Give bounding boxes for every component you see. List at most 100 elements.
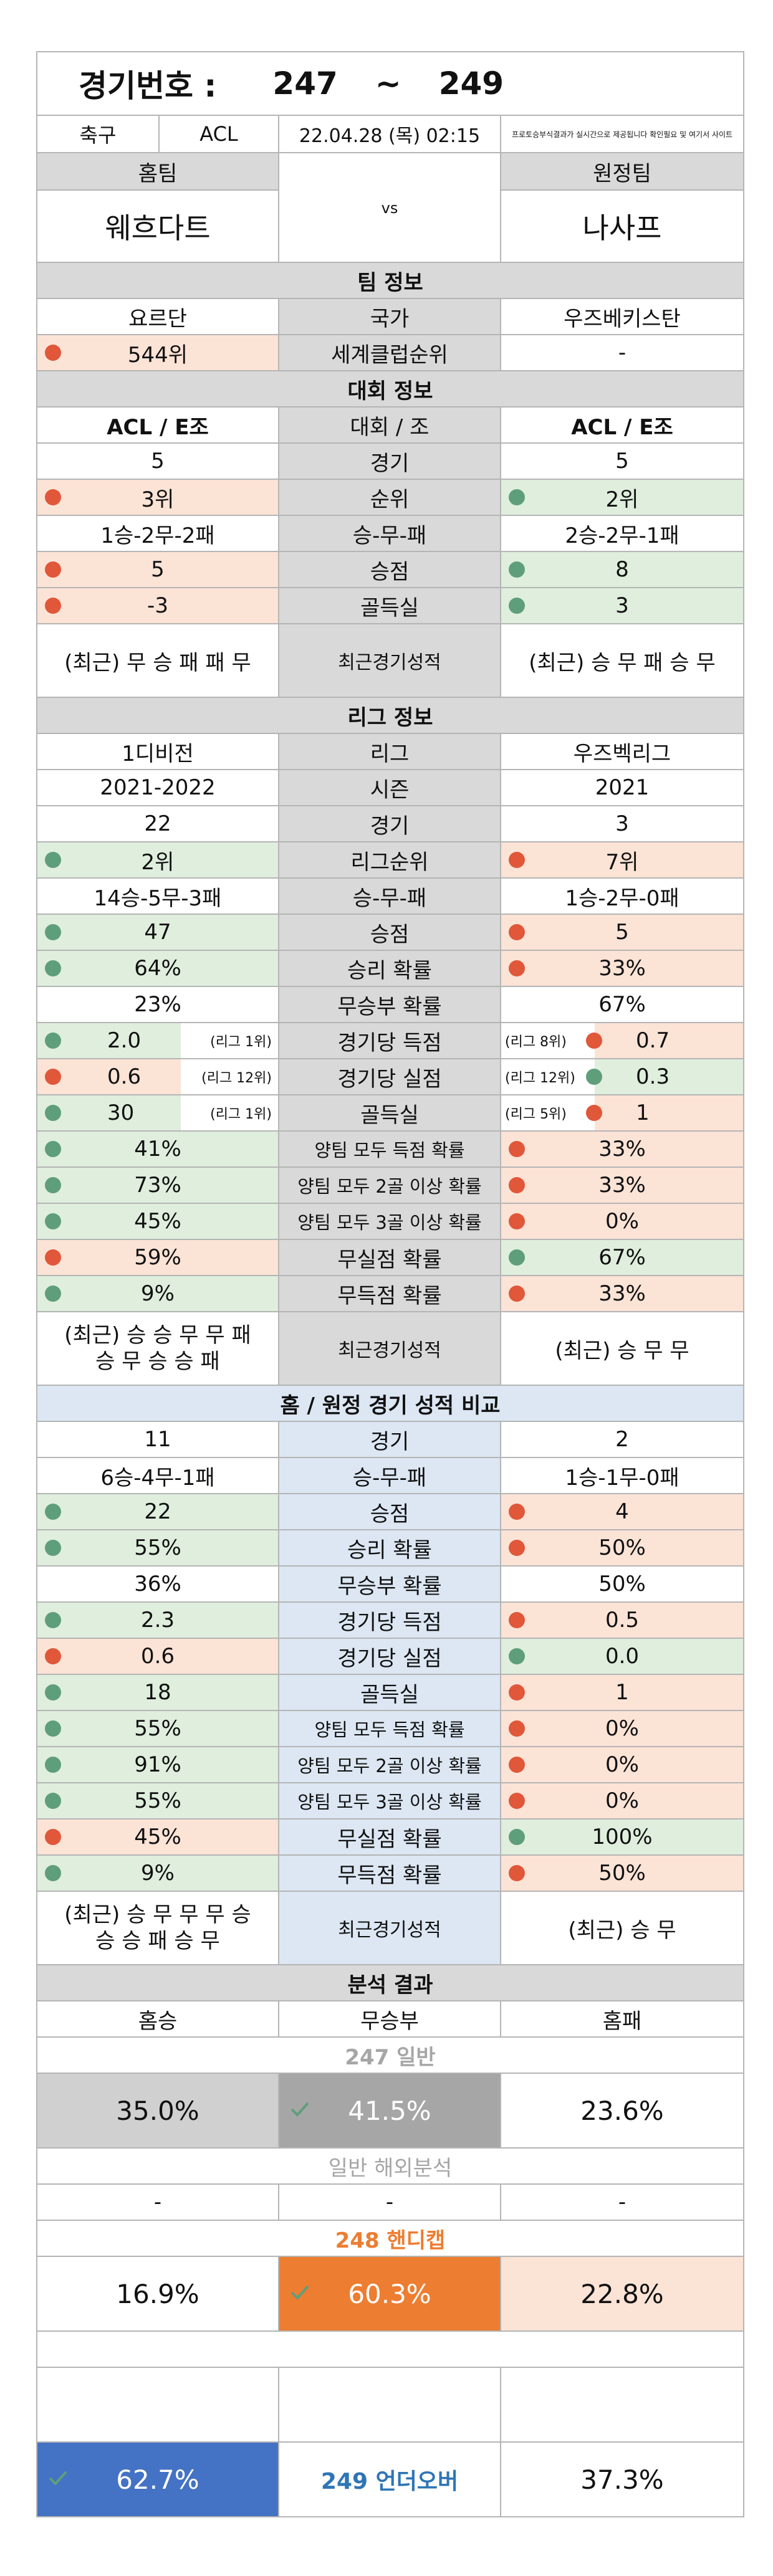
overseas-title-row: 일반 해외분석	[36, 2149, 744, 2185]
red-dot-icon	[509, 1757, 525, 1773]
world-rank-row: 544위 세계클럽순위 -	[36, 335, 744, 371]
g248-title-row: 248 핸디캡	[36, 2221, 744, 2257]
stat-label: 무득점 확률	[337, 1863, 442, 1888]
away-value: 33%	[598, 956, 646, 981]
overseas-home-win: -	[37, 2185, 279, 2220]
away-league-rank: (리그 12위)	[505, 1071, 575, 1086]
g247-home-win: 35.0%	[37, 2074, 279, 2147]
away-value: 0.0	[605, 1644, 640, 1669]
stat-label: 승-무-패	[352, 1465, 427, 1491]
stat-label: 양팀 모두 3골 이상 확률	[297, 1212, 482, 1233]
away-value: 2	[615, 1427, 629, 1452]
stat-row: 1승-2무-2패 승-무-패 2승-2무-1패	[36, 516, 744, 552]
group-label: 대회 / 조	[279, 408, 501, 442]
team-labels-row: 홈팀 원정팀	[36, 153, 744, 191]
away-recent-form: (최근) 승 무 패 승 무	[529, 650, 716, 675]
check-icon	[290, 2102, 309, 2117]
analysis-header-row: 홈승 무승부 홈패	[36, 2001, 744, 2038]
home-league-rank: (리그 12위)	[201, 1071, 272, 1086]
stat-row: 5 경기 5	[36, 444, 744, 480]
red-dot-icon	[45, 598, 61, 614]
g247-home-loss: 23.6%	[580, 2095, 664, 2126]
home-win-label: 홈승	[37, 2001, 279, 2036]
away-value: 50%	[598, 1572, 646, 1596]
stat-row: 1디비전 리그 우즈벡리그	[36, 734, 744, 770]
away-value: 2021	[595, 775, 650, 800]
stat-row: 45% 무실점 확률 100%	[36, 1820, 744, 1856]
stat-row: 47 승점 5	[36, 915, 744, 951]
stat-row: 0.6 경기당 실점 0.0	[36, 1639, 744, 1675]
stat-label: 경기당 득점	[337, 1610, 442, 1635]
empty-row	[36, 2368, 744, 2443]
green-dot-icon	[509, 1648, 525, 1664]
stat-row: 14승-5무-3패 승-무-패 1승-2무-0패	[36, 879, 744, 915]
g248-title: 248 핸디캡	[335, 2228, 446, 2253]
home-value: 30	[107, 1100, 135, 1125]
green-dot-icon	[45, 852, 61, 868]
home-recent-form-line1: (최근) 승 무 무 무 승	[64, 1902, 251, 1927]
vs-label: vs	[279, 153, 501, 263]
home-value: 9%	[141, 1281, 175, 1306]
green-dot-icon	[45, 924, 61, 940]
red-dot-icon	[45, 1648, 61, 1664]
away-value: 0.5	[605, 1608, 640, 1633]
stat-label: 경기당 득점	[337, 1030, 442, 1056]
red-dot-icon	[45, 561, 61, 578]
away-value: 0%	[605, 1209, 639, 1234]
country-label: 국가	[279, 299, 501, 334]
green-dot-icon	[45, 1504, 61, 1520]
away-value: 100%	[592, 1825, 653, 1849]
world-rank-label: 세계클럽순위	[279, 335, 501, 370]
ranked-stat-row: 2.0 (리그 1위) 경기당 득점 (리그 8위) 0.7	[36, 1023, 744, 1059]
stat-label: 승점	[370, 1501, 410, 1527]
stat-row: 64% 승리 확률 33%	[36, 951, 744, 987]
league-info-section: 리그 정보	[36, 698, 744, 734]
away-group: ACL / E조	[571, 414, 673, 440]
home-value: 2.3	[140, 1608, 175, 1633]
away-world-rank: -	[618, 340, 627, 365]
stat-label: 경기	[370, 1429, 410, 1454]
red-dot-icon	[586, 1033, 602, 1049]
g248-draw: 60.3%	[348, 2278, 431, 2309]
g248-result-row: 16.9% 60.3% 22.8%	[36, 2257, 744, 2332]
stat-row: 55% 승리 확률 50%	[36, 1530, 744, 1567]
home-value: 59%	[134, 1245, 181, 1270]
red-dot-icon	[45, 489, 61, 505]
red-dot-icon	[509, 1684, 525, 1701]
away-value: 33%	[598, 1173, 646, 1198]
match-notice: 프로토승부식결과가 실시간으로 제공됩니다 확인필요 및 여기서 사이트	[511, 130, 733, 139]
stat-label: 골득실	[360, 1682, 419, 1707]
away-country: 우즈베키스탄	[564, 306, 681, 332]
red-dot-icon	[509, 1540, 525, 1556]
home-value: 2.0	[107, 1028, 142, 1053]
stat-label: 무득점 확률	[337, 1283, 442, 1309]
away-value: 1	[615, 1680, 629, 1705]
home-value: 0.6	[107, 1064, 142, 1089]
stat-label: 승-무-패	[352, 523, 427, 548]
home-team-label: 홈팀	[37, 153, 279, 191]
away-recent-form: (최근) 승 무	[568, 1917, 676, 1943]
stat-label: 승-무-패	[352, 885, 427, 911]
green-dot-icon	[509, 1829, 525, 1845]
stat-label: 순위	[370, 487, 410, 512]
stat-label: 승점	[370, 559, 410, 584]
match-datetime: 22.04.28 (목) 02:15	[279, 116, 501, 152]
away-value: 33%	[598, 1137, 646, 1162]
red-dot-icon	[45, 1249, 61, 1266]
green-dot-icon	[45, 1177, 61, 1193]
stat-label: 리그순위	[350, 849, 429, 875]
away-value: 67%	[598, 992, 646, 1017]
match-number-sep: ~	[375, 65, 401, 102]
away-value: 7위	[605, 849, 639, 875]
stat-row: 18 골득실 1	[36, 1675, 744, 1711]
away-value: 50%	[598, 1535, 646, 1560]
home-team-name: 웨흐다트	[37, 191, 279, 262]
home-league-rank: (리그 1위)	[210, 1034, 272, 1050]
away-team-name: 나사프	[582, 211, 662, 245]
g249-over: 37.3%	[580, 2464, 664, 2495]
team-names-row: 웨흐다트 vs 나사프	[36, 153, 744, 263]
stat-label: 승점	[370, 922, 410, 947]
league-probability-rows: 41% 양팀 모두 득점 확률 33% 73% 양팀 모두 2골 이상 확률 33% 45%…	[36, 1132, 744, 1312]
home-away-section: 홈 / 원정 경기 성적 비교	[36, 1386, 744, 1422]
home-recent-form-line2: 승 승 패 승 무	[95, 1929, 220, 1953]
